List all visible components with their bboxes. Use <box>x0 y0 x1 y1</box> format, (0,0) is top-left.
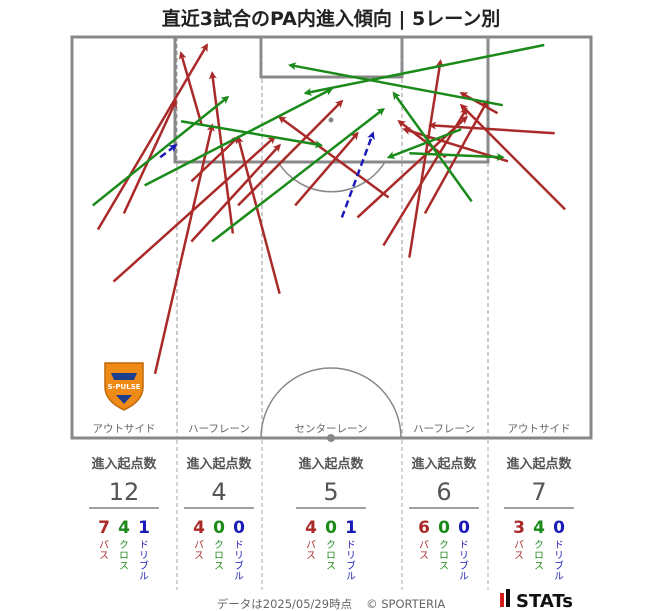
cross-count: 0 <box>325 518 337 538</box>
lane-summary: 進入起点数127パス4クロス1ドリブル進入起点数44パス0クロス0ドリブル進入起… <box>89 440 574 590</box>
pitch-outline <box>70 35 593 440</box>
pass-label: パス <box>514 540 524 562</box>
cross-arrow <box>91 95 230 207</box>
cross-arrow <box>303 43 545 96</box>
footer-date: データは2025/05/29時点 <box>217 597 352 611</box>
pass-arrow <box>190 143 281 243</box>
pass-arrow <box>459 103 566 211</box>
chart-title: 直近3試合のPA内進入傾向 | 5レーン別 <box>162 7 501 30</box>
pass-arrow <box>190 135 240 183</box>
start-count-heading: 進入起点数 <box>411 456 477 472</box>
pass-arrow <box>428 121 555 135</box>
emblem-text: S-PULSE <box>107 383 140 391</box>
cross-label: クロス <box>119 540 129 572</box>
start-count-heading: 進入起点数 <box>186 456 252 472</box>
lane-label: センターレーン <box>295 423 368 435</box>
cross-label: クロス <box>326 540 336 572</box>
pass-arrow <box>96 43 209 231</box>
lane-label: ハーフレーン <box>413 423 475 435</box>
penalty-arc <box>277 161 386 193</box>
pass-label: パス <box>419 540 429 562</box>
pass-count: 4 <box>193 518 205 538</box>
dribble-count: 1 <box>345 518 357 538</box>
stats-logo-bar2-icon <box>506 589 510 607</box>
emblem-point <box>116 395 132 404</box>
emblem-stripe <box>111 373 137 380</box>
stats-logo-bar-icon <box>500 593 504 607</box>
dribble-count: 0 <box>553 518 565 538</box>
cross-arrow <box>392 91 473 203</box>
cross-count: 4 <box>118 518 130 538</box>
pass-arrow <box>178 51 203 126</box>
start-count: 6 <box>436 478 451 506</box>
pass-arrow <box>122 99 177 214</box>
cross-label: クロス <box>534 540 544 572</box>
pass-arrow <box>277 116 390 199</box>
cross-count: 0 <box>213 518 225 538</box>
footer-text: データは2025/05/29時点 © SPORTERIA <box>217 597 446 611</box>
lane-labels: アウトサイド ハーフレーン センターレーン ハーフレーン アウトサイド <box>93 423 571 435</box>
cross-arrow <box>386 128 462 159</box>
start-count: 7 <box>531 478 546 506</box>
dribble-label: ドリブル <box>554 540 564 583</box>
penalty-spot <box>328 117 334 123</box>
start-count-heading: 進入起点数 <box>91 456 157 472</box>
pass-count: 4 <box>305 518 317 538</box>
stats-brand: STATs <box>500 589 573 611</box>
pass-arrow <box>423 99 489 215</box>
center-circle <box>260 367 402 439</box>
dribble-arrow <box>340 131 375 218</box>
start-count-heading: 進入起点数 <box>298 456 364 472</box>
start-count: 4 <box>211 478 226 506</box>
lane-label: アウトサイド <box>508 423 571 435</box>
start-count-heading: 進入起点数 <box>506 456 572 472</box>
dribble-count: 1 <box>138 518 150 538</box>
pass-arrow <box>294 131 359 207</box>
pass-arrow <box>237 99 344 207</box>
cross-label: クロス <box>214 540 224 572</box>
dribble-label: ドリブル <box>139 540 149 583</box>
cross-arrow <box>211 107 385 243</box>
pass-label: パス <box>99 540 109 562</box>
pass-count: 7 <box>98 518 110 538</box>
pass-arrow <box>408 59 444 258</box>
stats-logo: STATs <box>516 591 573 611</box>
cross-label: クロス <box>439 540 449 572</box>
pass-arrow <box>235 135 281 294</box>
lane-label: アウトサイド <box>93 423 156 435</box>
pass-arrow <box>153 123 215 375</box>
cross-arrow <box>144 88 334 187</box>
pass-count: 3 <box>513 518 525 538</box>
cross-arrow <box>180 119 324 149</box>
dribble-count: 0 <box>233 518 245 538</box>
dribble-count: 0 <box>458 518 470 538</box>
center-spot <box>327 434 335 442</box>
team-logo: S-PULSE <box>104 362 144 411</box>
pass-label: パス <box>306 540 316 562</box>
dribble-label: ドリブル <box>234 540 244 583</box>
cross-count: 0 <box>438 518 450 538</box>
lane-label: ハーフレーン <box>188 423 250 435</box>
cross-arrow <box>409 152 505 162</box>
dribble-label: ドリブル <box>459 540 469 583</box>
pass-label: パス <box>194 540 204 562</box>
arrows-layer <box>91 43 566 375</box>
start-count: 12 <box>109 478 140 506</box>
lane-dividers <box>176 37 489 438</box>
cross-arrow <box>288 62 504 107</box>
footer-copyright: © SPORTERIA <box>366 597 445 611</box>
dribble-label: ドリブル <box>346 540 356 583</box>
pass-count: 6 <box>418 518 430 538</box>
dribble-arrow <box>159 144 178 159</box>
goal-area <box>259 35 404 79</box>
pass-arrow <box>459 92 499 115</box>
cross-count: 4 <box>533 518 545 538</box>
pitch <box>70 35 593 442</box>
start-count: 5 <box>323 478 338 506</box>
